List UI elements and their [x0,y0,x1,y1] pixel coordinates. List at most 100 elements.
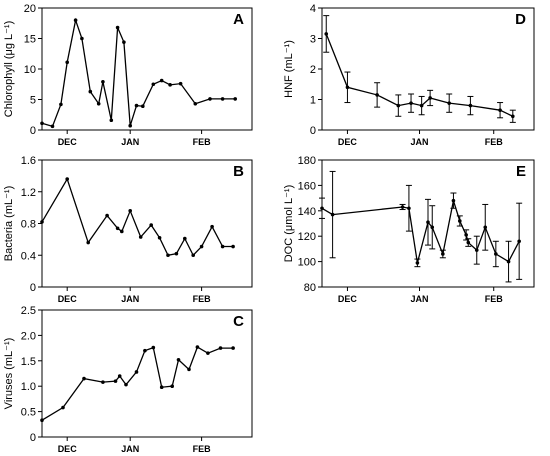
y-tick-label: 0 [30,282,36,294]
x-tick-label: DEC [58,137,78,147]
data-point [220,97,225,101]
data-point [149,223,153,227]
data-point [466,240,471,245]
x-tick-label: FEB [193,444,212,454]
data-point [128,209,132,213]
x-tick-label: DEC [58,444,78,454]
x-tick-label: JAN [121,294,139,304]
y-tick-label: 15 [24,34,36,46]
data-point [458,219,462,223]
y-tick-label: 80 [304,282,316,294]
data-point [220,244,225,249]
y-tick-label: 2.5 [21,305,36,317]
data-point [113,379,118,383]
series-line [321,200,520,264]
y-tick-label: 1.6 [21,155,36,167]
panel-label: B [233,163,244,180]
data-point [82,376,86,381]
data-point [191,253,195,258]
data-point [494,252,498,256]
y-tick-label: 4 [310,3,316,15]
data-point [134,370,139,374]
data-point [199,244,204,249]
data-point [157,235,162,240]
data-point [115,226,120,231]
data-point [430,225,435,230]
data-point [159,78,164,83]
data-point [117,374,122,378]
data-point [183,236,187,241]
data-point [428,96,432,100]
data-point [218,346,223,350]
data-point [375,93,379,97]
data-point [109,118,114,123]
data-point [324,32,329,36]
x-tick-label: FEB [193,294,212,304]
x-tick-label: JAN [411,294,429,304]
y-tick-label: 2.0 [21,330,36,342]
data-point [407,206,411,211]
data-point [208,97,212,101]
data-point [170,384,174,389]
plot-frame [321,159,535,288]
y-tick-label: 0.4 [21,250,36,262]
data-point [419,103,424,108]
data-point [483,225,488,230]
data-point [122,40,126,44]
y-tick-label: 0 [310,125,316,137]
data-point [101,80,105,84]
data-point [464,233,468,237]
panel-label: E [516,163,526,180]
data-point [88,89,93,94]
plot-frame [41,309,253,438]
data-point [468,103,473,108]
series-line [41,17,236,128]
y-tick-label: 1.2 [21,187,36,199]
data-point [441,252,445,256]
y-tick-label: 0.8 [21,219,36,231]
y-tick-label: 1 [310,95,316,107]
data-point [195,345,200,349]
data-point [143,348,147,353]
y-tick-label: 3 [310,34,316,46]
y-tick-label: 5 [30,95,36,107]
panel-label: C [233,313,244,330]
data-point [168,83,172,87]
data-point [206,351,210,355]
y-axis-label: HNF (mL⁻¹) [283,40,295,98]
data-point [159,385,164,390]
data-point [40,121,44,126]
y-tick-label: 0 [30,432,36,444]
y-tick-label: 120 [298,231,316,243]
data-point [134,103,139,108]
y-axis-label: DOC (μmol L⁻¹) [283,185,295,263]
y-tick-label: 140 [298,206,316,218]
plot-frame [41,159,253,288]
data-point [65,177,69,181]
data-point [426,220,430,225]
y-tick-label: 2 [310,64,316,76]
data-point [409,101,413,105]
data-point [174,251,179,256]
data-point [115,25,120,30]
x-tick-label: FEB [485,294,504,304]
x-tick-label: DEC [58,294,78,304]
data-point [474,248,479,252]
data-point [40,220,44,224]
x-tick-label: DEC [338,294,358,304]
data-point [231,244,235,249]
data-point [61,405,65,410]
y-axis-label: Bacteria (mL⁻¹) [3,186,15,262]
data-point [65,60,69,65]
data-point [231,346,235,350]
data-point [120,229,124,234]
panel-label: A [233,11,244,28]
series-line [41,346,234,421]
data-point [506,259,511,264]
data-point [138,235,143,239]
data-point [498,108,502,112]
series-line [325,33,514,117]
y-tick-label: 180 [298,155,316,167]
data-point [415,261,420,265]
